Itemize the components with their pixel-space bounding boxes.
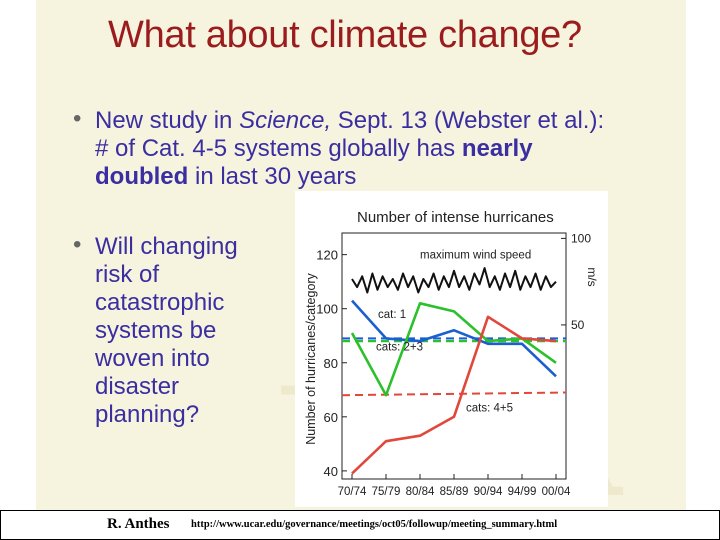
x-tick-label: 80/84 [406, 486, 435, 498]
bullet2-line: catastrophic [95, 289, 225, 316]
x-tick-label: 70/74 [338, 486, 367, 498]
footer-bar: R. Anthes http://www.ucar.edu/governance… [0, 510, 720, 540]
y-tick-label: 40 [324, 464, 338, 479]
bullet-dot-icon: • [73, 105, 82, 132]
footer-author: R. Anthes [107, 516, 170, 532]
bullet1-line2: # of Cat. 4-5 systems globally has nearl… [95, 135, 533, 162]
x-tick-label: 75/79 [372, 486, 401, 498]
series-label-wind: maximum wind speed [420, 250, 531, 262]
y-tick-label: 60 [324, 410, 338, 425]
x-tick-label: 00/04 [542, 486, 571, 498]
x-tick-label: 94/99 [508, 486, 537, 498]
y-tick-label: 100 [316, 302, 338, 317]
series-label-cats23: cats: 2+3 [376, 342, 423, 354]
series-label-cat1: cat: 1 [378, 309, 406, 321]
bullet-dot-icon: • [73, 231, 82, 258]
bullet2-line: risk of [95, 261, 160, 288]
bullet2-line: systems be [95, 317, 217, 344]
bullet1-line1: New study in Science, Sept. 13 (Webster … [95, 107, 605, 134]
x-tick-label: 90/94 [474, 486, 503, 498]
hurricane-chart: Number of intense hurricanes Number of h… [295, 191, 608, 507]
bullet2-line: disaster [95, 373, 180, 400]
plot-layer: 40 60 80 100 120 100 50 70/74 75/79 80/84 85/89 90/… [316, 231, 591, 498]
y2-tick-label: 50 [571, 318, 585, 332]
bullet2-line: planning? [95, 401, 200, 428]
y-tick-label: 120 [316, 248, 338, 263]
bullet-science-study: • New study in Science, Sept. 13 (Webste… [73, 105, 635, 191]
chart-title: Number of intense hurricanes [357, 209, 554, 226]
bullet2-line: woven into [95, 345, 210, 372]
bullet1-line3: doubled in last 30 years [95, 163, 357, 190]
footer-url[interactable]: http://www.ucar.edu/governance/meetings/… [191, 519, 558, 530]
y2-tick-label: 100 [571, 231, 591, 245]
y2-axis-label: m/s [585, 267, 599, 286]
y-axis-label: Number of hurricanes/category [304, 272, 318, 444]
y-tick-label: 80 [324, 356, 338, 371]
x-tick-label: 85/89 [440, 486, 469, 498]
series-line-cats45 [351, 315, 557, 475]
slide-title: What about climate change? [108, 14, 582, 56]
bullet2-line: Will changing [95, 233, 238, 260]
average-line-cats45 [341, 391, 567, 397]
series-label-cats45: cats: 4+5 [466, 402, 513, 414]
hurricane-chart-svg: Number of intense hurricanes Number of h… [304, 209, 599, 498]
bullet-disaster-planning: • Will changing risk of catastrophic sys… [73, 231, 265, 429]
series-line-wind [351, 267, 557, 294]
series-line-cat1 [351, 299, 557, 378]
